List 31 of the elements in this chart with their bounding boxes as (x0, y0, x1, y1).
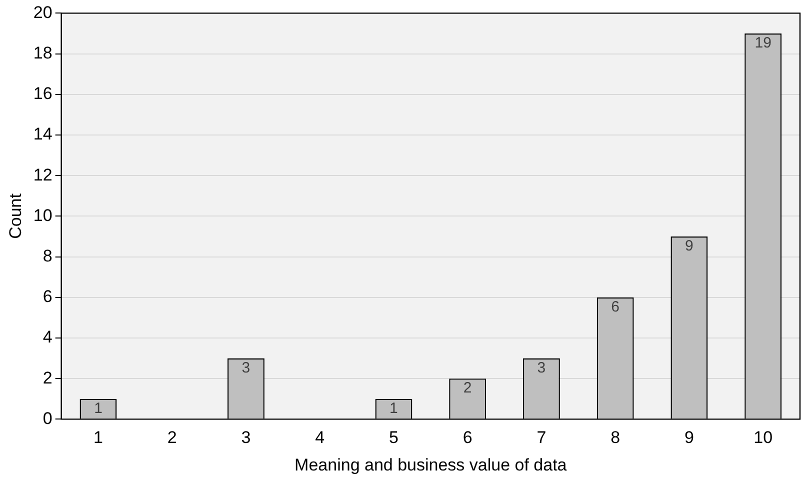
x-tick-label: 8 (610, 428, 620, 448)
data-label: 9 (685, 238, 694, 255)
x-tick-label: 4 (315, 428, 325, 448)
y-axis-title: Count (6, 193, 25, 239)
y-tick-label: 14 (33, 124, 52, 144)
y-tick-label: 20 (33, 2, 52, 22)
data-label: 2 (463, 380, 472, 397)
y-tick-label: 10 (33, 206, 52, 225)
x-tick-label: 7 (536, 428, 546, 448)
data-label: 3 (242, 359, 250, 376)
x-tick-label: 6 (462, 428, 472, 448)
y-tick-label: 4 (42, 328, 52, 347)
y-tick-label: 16 (33, 84, 52, 104)
y-tick-label: 18 (33, 43, 52, 62)
data-label: 19 (754, 34, 772, 52)
x-tick-label: 10 (754, 428, 773, 448)
y-tick-label: 12 (33, 165, 52, 184)
y-tick-label: 6 (42, 287, 52, 306)
x-tick-label: 1 (94, 428, 103, 448)
x-axis-title: Meaning and business value of data (294, 455, 568, 474)
data-label: 3 (537, 359, 546, 376)
data-label: 1 (390, 400, 398, 418)
x-tick-label: 2 (167, 428, 177, 448)
x-tick-label: 3 (241, 428, 251, 448)
y-tick-label: 0 (42, 408, 52, 428)
x-tick-label: 5 (388, 428, 398, 448)
data-label: 6 (611, 298, 620, 316)
x-tick-label: 9 (684, 428, 694, 448)
y-tick-label: 8 (42, 246, 52, 266)
data-label: 1 (94, 400, 102, 418)
y-tick-label: 2 (42, 368, 52, 388)
